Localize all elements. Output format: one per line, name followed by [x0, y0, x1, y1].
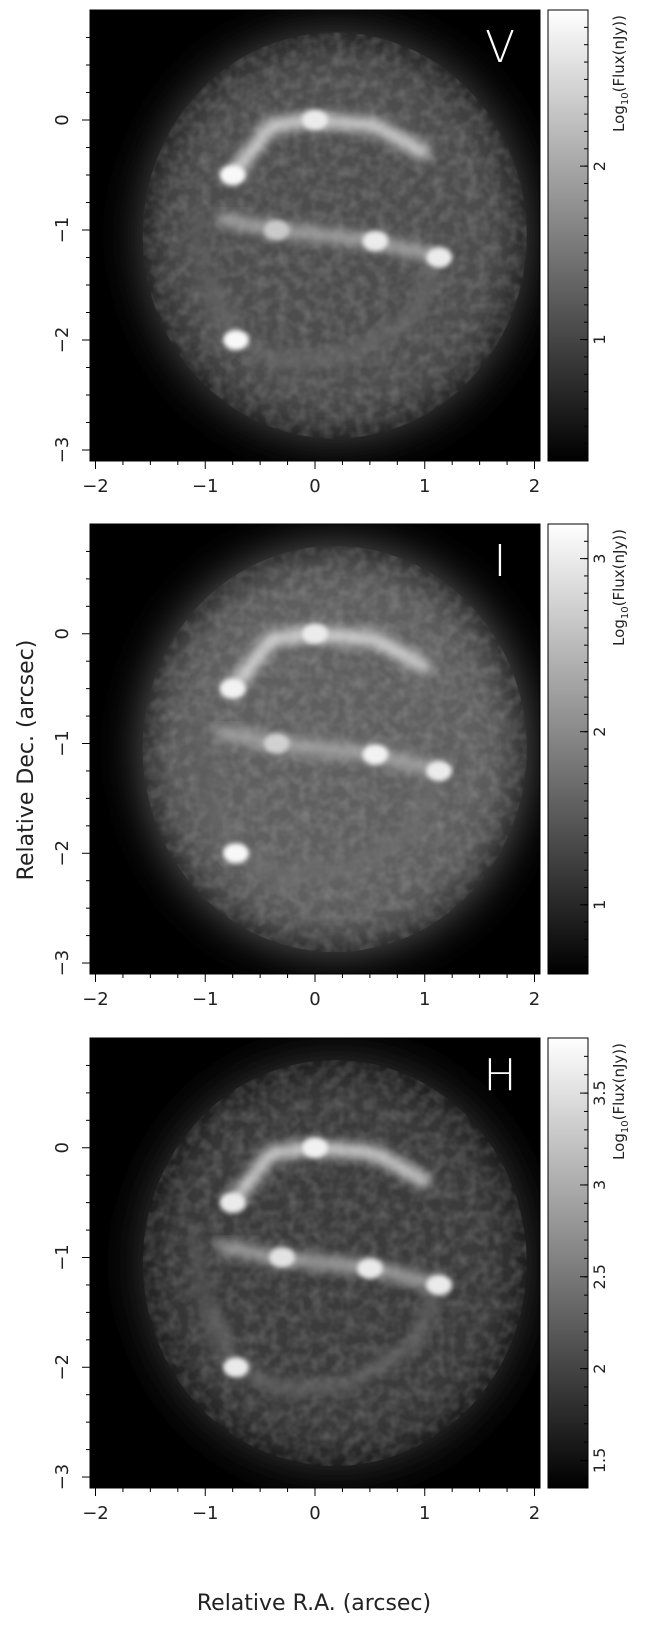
bright-knot-4 — [426, 1274, 453, 1295]
bright-knot-6 — [222, 1357, 249, 1378]
x-tick-label: 1 — [419, 989, 430, 1010]
colorbar-tick-label: 1.5 — [590, 1448, 609, 1473]
x-tick-label: 1 — [419, 476, 430, 497]
colorbar — [547, 1037, 589, 1489]
x-axis-label: Relative R.A. (arcsec) — [197, 1591, 431, 1616]
colorbar-tick-label: 3.5 — [590, 1080, 609, 1105]
x-tick-label: 0 — [309, 1503, 320, 1524]
colorbar — [547, 9, 589, 462]
colorbar-tick-label: 3 — [590, 1180, 609, 1190]
y-tick-label: −2 — [52, 1354, 73, 1381]
y-tick-label: −1 — [52, 1244, 73, 1271]
y-tick-label: −2 — [52, 327, 73, 354]
x-tick-label: −2 — [82, 989, 109, 1010]
bright-knot-6 — [222, 330, 249, 350]
band-label: I — [494, 536, 507, 587]
y-axis-label: Relative Dec. (arcsec) — [14, 640, 39, 881]
arc-structure-2 — [215, 213, 446, 264]
x-tick-label: −1 — [192, 1503, 219, 1524]
colorbar-label: Log10(Flux(nJy)) — [610, 1043, 631, 1160]
x-tick-label: 2 — [529, 989, 540, 1010]
colorbar-tick-label: 1 — [590, 334, 609, 344]
bright-knot-5 — [269, 1247, 296, 1268]
arc-structure-4 — [190, 717, 221, 836]
bright-knot-3 — [362, 744, 389, 765]
bright-knot-2 — [219, 165, 246, 185]
x-tick-label: 2 — [529, 1503, 540, 1524]
galaxy-image — [142, 1059, 527, 1467]
bright-knot-1 — [302, 110, 328, 130]
colorbar-label: Log10(Flux(nJy)) — [610, 15, 631, 132]
band-label: H — [483, 1050, 516, 1101]
bright-knot-1 — [302, 1137, 328, 1158]
bright-knot-3 — [356, 1258, 383, 1279]
y-tick-label: −1 — [52, 217, 73, 244]
y-tick-label: −3 — [52, 950, 73, 977]
colorbar-tick-label: 3 — [590, 554, 609, 564]
galaxy-image — [142, 545, 527, 953]
y-tick-label: −2 — [52, 840, 73, 867]
y-tick-label: −3 — [52, 1464, 73, 1491]
bright-knot-2 — [219, 678, 246, 699]
band-label: V — [485, 22, 515, 73]
galaxy-image — [142, 32, 527, 439]
y-tick-label: 0 — [52, 628, 73, 639]
arc-structure-2 — [215, 1240, 446, 1291]
colorbar-tick-label: 2 — [590, 727, 609, 737]
y-tick-label: −3 — [52, 437, 73, 464]
bright-knot-2 — [219, 1192, 246, 1213]
y-tick-label: −1 — [52, 730, 73, 757]
x-tick-label: −2 — [82, 1503, 109, 1524]
x-tick-label: 1 — [419, 1503, 430, 1524]
panel-H: H −2 −1 0 1 2 −3 −2 −1 0 1.5 2 2.5 3 3.5Log10(Flux(nJy… — [52, 1037, 631, 1524]
colorbar-tick-label: 2.5 — [590, 1264, 609, 1289]
colorbar-label: Log10(Flux(nJy)) — [610, 529, 631, 646]
colorbar-tick-label: 2 — [590, 161, 609, 171]
bright-knot-5 — [263, 733, 290, 754]
colorbar-tick-label: 1 — [590, 900, 609, 910]
x-tick-label: 0 — [309, 989, 320, 1010]
panels: V −2 −1 0 1 2 −3 −2 −1 0 1 2 Log10(Flux(nJy)) I −2 −1 0 1… — [52, 9, 631, 1524]
x-tick-label: −1 — [192, 989, 219, 1010]
x-tick-label: 0 — [309, 476, 320, 497]
colorbar-tick-label: 2 — [590, 1364, 609, 1374]
y-tick-label: 0 — [52, 1142, 73, 1153]
bright-knot-4 — [426, 247, 453, 268]
x-tick-label: 2 — [529, 476, 540, 497]
bright-knot-1 — [302, 623, 328, 644]
bright-knot-6 — [222, 843, 249, 864]
colorbar — [547, 523, 589, 975]
panel-V: V −2 −1 0 1 2 −3 −2 −1 0 1 2 Log10(Flux(nJy)) — [52, 9, 631, 497]
arc-structure-2 — [215, 726, 446, 777]
bright-knot-5 — [263, 220, 290, 240]
x-tick-label: −1 — [192, 476, 219, 497]
y-tick-label: 0 — [52, 114, 73, 125]
bright-knot-4 — [426, 760, 453, 781]
arc-structure-4 — [190, 204, 221, 322]
x-tick-label: −2 — [82, 476, 109, 497]
bright-knot-3 — [362, 231, 389, 251]
arc-structure-4 — [190, 1231, 221, 1350]
